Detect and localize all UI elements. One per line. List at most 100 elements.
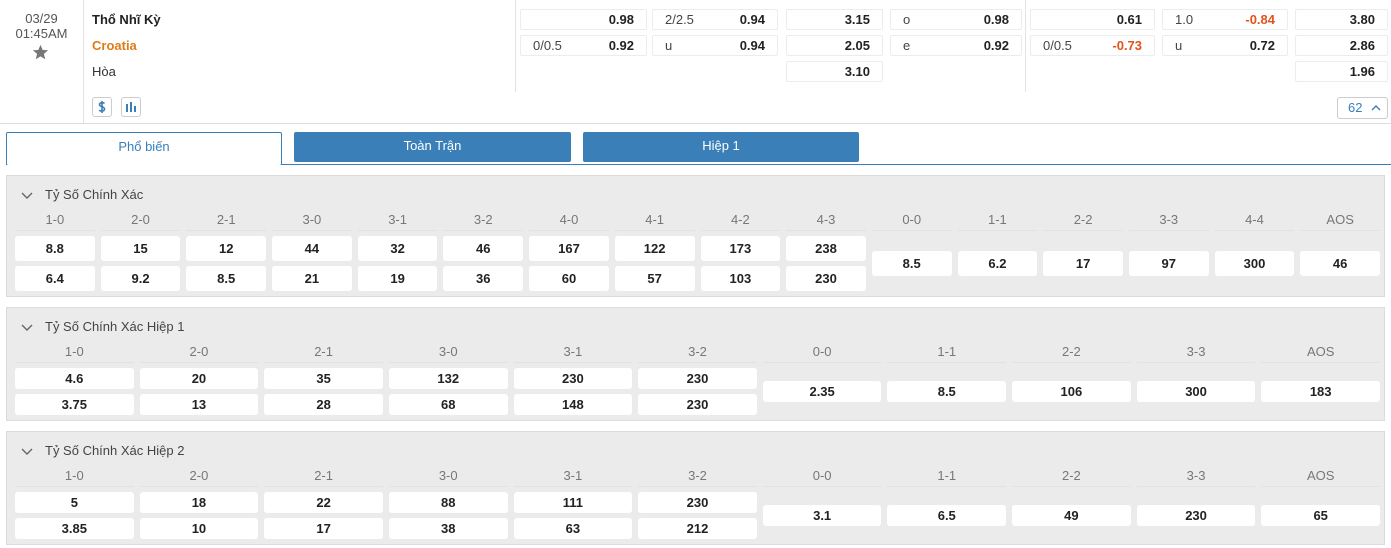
- odds-value: 0.98: [608, 12, 634, 27]
- odds-cell[interactable]: 63: [513, 517, 633, 539]
- odds-box[interactable]: 0.61: [1030, 9, 1155, 30]
- score-column: AOS 65: [1261, 466, 1380, 540]
- odds-cell[interactable]: 230: [513, 367, 633, 389]
- odds-box[interactable]: 1.0 -0.84: [1162, 9, 1288, 30]
- tab[interactable]: Toàn Trận: [294, 132, 571, 162]
- odds-cell[interactable]: 2.35: [762, 380, 882, 402]
- odds-cell[interactable]: 97: [1128, 250, 1209, 276]
- odds-box[interactable]: 2.86: [1295, 35, 1388, 56]
- score-column: 3-2 230 212: [638, 466, 757, 540]
- odds-box[interactable]: 3.80: [1295, 9, 1388, 30]
- odds-cell[interactable]: 3.85: [15, 517, 134, 539]
- odds-cell[interactable]: 28: [264, 393, 383, 415]
- odds-cell[interactable]: 57: [614, 265, 695, 291]
- odds-cell[interactable]: 3.1: [762, 504, 882, 526]
- odds-cell[interactable]: 3.75: [15, 393, 134, 415]
- odds-cell[interactable]: 230: [1136, 504, 1256, 526]
- odds-cell[interactable]: 46: [1300, 250, 1380, 276]
- odds-cell[interactable]: 6.2: [957, 250, 1038, 276]
- odds-cell[interactable]: 68: [388, 393, 508, 415]
- score-cells: 167 60: [529, 231, 609, 292]
- odds-line: u: [1175, 38, 1183, 53]
- odds-cell[interactable]: 18: [139, 491, 259, 513]
- stats-icon-button[interactable]: [121, 97, 141, 117]
- odds-cell[interactable]: 36: [443, 265, 524, 291]
- odds-box[interactable]: 2/2.5 0.94: [652, 9, 778, 30]
- score-column: 1-0 4.6 3.75: [15, 342, 134, 416]
- odds-cell[interactable]: 212: [638, 517, 757, 539]
- odds-cell[interactable]: 183: [1261, 380, 1380, 402]
- odds-cell[interactable]: 6.4: [15, 265, 95, 291]
- odds-cell[interactable]: 230: [786, 265, 866, 291]
- odds-cell[interactable]: 300: [1214, 250, 1295, 276]
- odds-cell[interactable]: 103: [700, 265, 781, 291]
- odds-cell[interactable]: 8.5: [887, 380, 1007, 402]
- odds-cell[interactable]: 21: [272, 265, 352, 291]
- odds-value: 2.86: [1349, 38, 1375, 53]
- collapse-chevron[interactable]: [21, 192, 33, 200]
- odds-cell[interactable]: 6.5: [887, 504, 1007, 526]
- odds-cell[interactable]: 20: [139, 367, 259, 389]
- odds-box[interactable]: u 0.94: [652, 35, 778, 56]
- odds-box[interactable]: e 0.92: [890, 35, 1022, 56]
- odds-cell[interactable]: 173: [700, 235, 781, 261]
- odds-cell[interactable]: 65: [1261, 504, 1380, 526]
- odds-cell[interactable]: 111: [513, 491, 633, 513]
- odds-cell[interactable]: 38: [388, 517, 508, 539]
- odds-cell[interactable]: 88: [388, 491, 508, 513]
- odds-cell[interactable]: 132: [388, 367, 508, 389]
- odds-cell[interactable]: 5: [15, 491, 134, 513]
- odds-cell[interactable]: 122: [614, 235, 695, 261]
- favorite-star[interactable]: [32, 44, 49, 61]
- odds-box[interactable]: 1.96: [1295, 61, 1388, 82]
- odds-cell[interactable]: 22: [264, 491, 383, 513]
- odds-cell[interactable]: 49: [1012, 504, 1131, 526]
- odds-cell[interactable]: 106: [1012, 380, 1131, 402]
- odds-box[interactable]: 0/0.5 0.92: [520, 35, 647, 56]
- odds-cell[interactable]: 15: [100, 235, 181, 261]
- score-column: 2-1 12 8.5: [186, 210, 267, 292]
- tab[interactable]: Phổ biến: [6, 132, 282, 165]
- odds-cell[interactable]: 17: [264, 517, 383, 539]
- odds-cell[interactable]: 230: [638, 491, 757, 513]
- odds-cell[interactable]: 148: [513, 393, 633, 415]
- odds-cell[interactable]: 9.2: [100, 265, 181, 291]
- odds-cell[interactable]: 46: [443, 235, 524, 261]
- odds-cell[interactable]: 12: [186, 235, 267, 261]
- odds-cell[interactable]: 19: [357, 265, 438, 291]
- odds-box[interactable]: u 0.72: [1162, 35, 1288, 56]
- odds-cell[interactable]: 167: [529, 235, 609, 261]
- odds-cell[interactable]: 60: [529, 265, 609, 291]
- tab[interactable]: Hiệp 1: [583, 132, 859, 162]
- odds-box[interactable]: 0.98: [520, 9, 647, 30]
- odds-cell[interactable]: 8.5: [186, 265, 267, 291]
- odds-cell[interactable]: 35: [264, 367, 383, 389]
- score-cells: 6.5: [887, 487, 1007, 540]
- odds-cell[interactable]: 17: [1043, 250, 1123, 276]
- odds-icon-button[interactable]: [92, 97, 112, 117]
- odds-box[interactable]: o 0.98: [890, 9, 1022, 30]
- section-title[interactable]: Tỷ Số Chính Xác Hiệp 1: [45, 319, 185, 334]
- odds-cell[interactable]: 230: [638, 393, 757, 415]
- odds-cell[interactable]: 8.8: [15, 235, 95, 261]
- odds-cell[interactable]: 4.6: [15, 367, 134, 389]
- section-title[interactable]: Tỷ Số Chính Xác Hiệp 2: [45, 443, 185, 458]
- odds-cell[interactable]: 300: [1136, 380, 1256, 402]
- more-markets-button[interactable]: 62: [1337, 97, 1388, 119]
- odds-cell[interactable]: 230: [638, 367, 757, 389]
- odds-box[interactable]: 3.15: [786, 9, 883, 30]
- odds-cell[interactable]: 13: [139, 393, 259, 415]
- score-cells: 65: [1261, 487, 1380, 540]
- odds-cell[interactable]: 32: [357, 235, 438, 261]
- collapse-chevron[interactable]: [21, 448, 33, 456]
- odds-box[interactable]: 3.10: [786, 61, 883, 82]
- section-title[interactable]: Tỷ Số Chính Xác: [45, 187, 144, 202]
- collapse-chevron[interactable]: [21, 324, 33, 332]
- odds-cell[interactable]: 238: [786, 235, 866, 261]
- odds-cell[interactable]: 8.5: [871, 250, 952, 276]
- odds-box[interactable]: 2.05: [786, 35, 883, 56]
- odds-cell[interactable]: 44: [272, 235, 352, 261]
- score-column: AOS 46: [1300, 210, 1380, 292]
- odds-box[interactable]: 0/0.5 -0.73: [1030, 35, 1155, 56]
- odds-cell[interactable]: 10: [139, 517, 259, 539]
